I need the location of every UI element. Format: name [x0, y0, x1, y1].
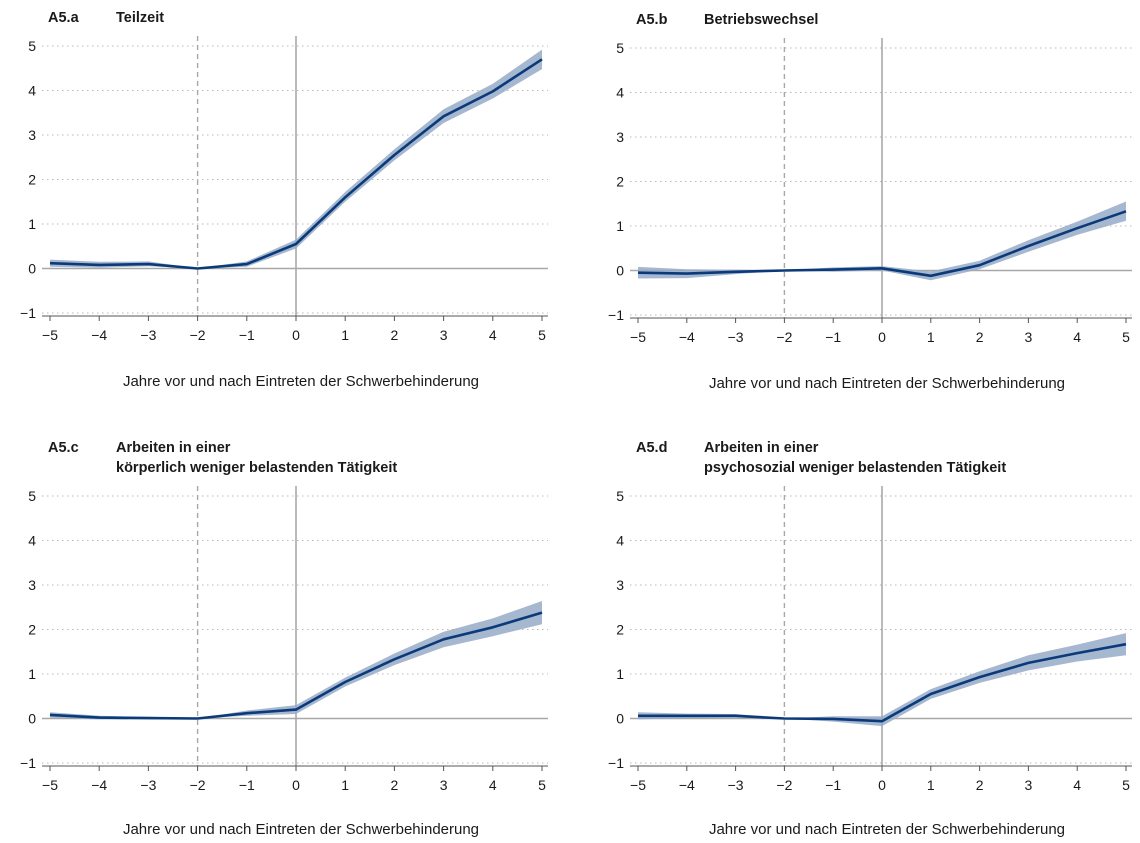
x-tick-label: 5 — [538, 777, 546, 793]
y-tick-label: 5 — [616, 40, 624, 56]
x-tick-label: −2 — [776, 777, 792, 793]
panel-title-line: Teilzeit — [116, 10, 164, 26]
y-tick-label: 5 — [28, 488, 36, 504]
x-tick-label: 2 — [976, 329, 984, 345]
y-tick-label: 0 — [616, 263, 624, 279]
x-tick-label: −3 — [728, 329, 744, 345]
x-axis-title: Jahre vor und nach Eintreten der Schwerb… — [709, 821, 1065, 838]
panel-title-line: Arbeiten in einer — [704, 440, 819, 456]
y-tick-label: 3 — [616, 577, 624, 593]
panel-title-line: psychosozial weniger belastenden Tätigke… — [704, 460, 1006, 476]
x-tick-label: −1 — [825, 329, 841, 345]
x-tick-label: 0 — [292, 327, 300, 343]
y-tick-label: −1 — [20, 755, 36, 771]
chart-panel-a5-c: A5.c Arbeiten in einer körperlich weniger … — [20, 440, 548, 838]
chart-panel-a5-d: A5.d Arbeiten in einer psychosozial wenige… — [608, 440, 1132, 838]
series-line — [49, 611, 543, 720]
y-tick-label: 2 — [616, 622, 624, 638]
x-tick-label: 4 — [489, 327, 497, 343]
y-tick-label: 4 — [28, 83, 36, 99]
chart-panel-a5-a: A5.a Teilzeit −1 0 1 2 3 4 5 −5 −4 −3 −2 −1 0 1 2 3 4 5 Jahr… — [20, 10, 548, 390]
panel-id: A5.a — [48, 10, 80, 26]
y-tick-label: 3 — [28, 127, 36, 143]
x-tick-label: −4 — [91, 327, 107, 343]
x-tick-label: −1 — [239, 777, 255, 793]
series-line — [637, 210, 1127, 278]
y-tick-label: −1 — [608, 307, 624, 323]
x-tick-label: −3 — [140, 777, 156, 793]
y-tick-label: −1 — [608, 755, 624, 771]
y-tick-label: 3 — [616, 129, 624, 145]
x-tick-label: −3 — [140, 327, 156, 343]
x-tick-label: 4 — [1073, 329, 1081, 345]
x-tick-label: −2 — [190, 327, 206, 343]
x-tick-label: −4 — [679, 329, 695, 345]
x-tick-label: 1 — [927, 329, 935, 345]
panel-title-line: Betriebswechsel — [704, 12, 818, 28]
x-tick-label: −1 — [825, 777, 841, 793]
panel-title-line: Arbeiten in einer — [116, 440, 231, 456]
x-tick-label: −4 — [679, 777, 695, 793]
x-tick-label: 5 — [538, 327, 546, 343]
series-line — [49, 58, 543, 270]
x-tick-label: −5 — [630, 329, 646, 345]
y-tick-label: 0 — [616, 711, 624, 727]
y-tick-label: 0 — [28, 261, 36, 277]
x-tick-label: 2 — [391, 327, 399, 343]
panel-title-line: körperlich weniger belastenden Tätigkeit — [116, 460, 397, 476]
x-axis-title: Jahre vor und nach Eintreten der Schwerb… — [709, 375, 1065, 392]
x-tick-label: −4 — [91, 777, 107, 793]
x-tick-label: 3 — [1025, 777, 1033, 793]
x-tick-label: 2 — [391, 777, 399, 793]
x-tick-label: −2 — [190, 777, 206, 793]
x-tick-label: 1 — [341, 327, 349, 343]
x-tick-label: −3 — [728, 777, 744, 793]
x-tick-label: 4 — [1073, 777, 1081, 793]
y-tick-label: 3 — [28, 577, 36, 593]
x-tick-label: 1 — [341, 777, 349, 793]
x-tick-label: 3 — [1025, 329, 1033, 345]
panel-id: A5.c — [48, 440, 79, 456]
y-tick-label: 2 — [28, 622, 36, 638]
y-tick-label: 4 — [616, 85, 624, 101]
x-tick-label: 4 — [489, 777, 497, 793]
x-tick-label: −5 — [42, 327, 58, 343]
series-line — [638, 642, 1127, 723]
y-tick-label: 5 — [616, 488, 624, 504]
y-tick-label: 1 — [28, 666, 36, 682]
y-tick-label: 2 — [28, 172, 36, 188]
y-tick-label: 1 — [28, 216, 36, 232]
x-tick-label: −5 — [630, 777, 646, 793]
y-tick-label: 1 — [616, 218, 624, 234]
x-tick-label: 0 — [292, 777, 300, 793]
x-tick-label: 3 — [440, 327, 448, 343]
y-tick-label: 0 — [28, 711, 36, 727]
x-tick-label: 5 — [1122, 329, 1130, 345]
x-tick-label: −1 — [239, 327, 255, 343]
chart-panel-a5-b: A5.b Betriebswechsel −1 0 1 2 3 4 5 −5 −4 −3 −2 −1 0 1 2… — [608, 12, 1132, 392]
y-tick-label: 2 — [616, 174, 624, 190]
x-tick-label: 3 — [440, 777, 448, 793]
y-tick-label: 5 — [28, 38, 36, 54]
panel-id: A5.b — [636, 12, 668, 28]
y-tick-label: 1 — [616, 666, 624, 682]
x-tick-label: −2 — [776, 329, 792, 345]
y-tick-label: −1 — [20, 305, 36, 321]
panel-id: A5.d — [636, 440, 667, 456]
x-axis-title: Jahre vor und nach Eintreten der Schwerb… — [123, 821, 479, 838]
x-axis-title: Jahre vor und nach Eintreten der Schwerb… — [123, 373, 479, 390]
x-tick-label: 5 — [1122, 777, 1130, 793]
x-tick-label: 2 — [976, 777, 984, 793]
x-tick-label: 0 — [878, 329, 886, 345]
y-tick-label: 4 — [28, 533, 36, 549]
x-tick-label: −5 — [42, 777, 58, 793]
x-tick-label: 1 — [927, 777, 935, 793]
x-tick-label: 0 — [878, 777, 886, 793]
y-tick-label: 4 — [616, 533, 624, 549]
